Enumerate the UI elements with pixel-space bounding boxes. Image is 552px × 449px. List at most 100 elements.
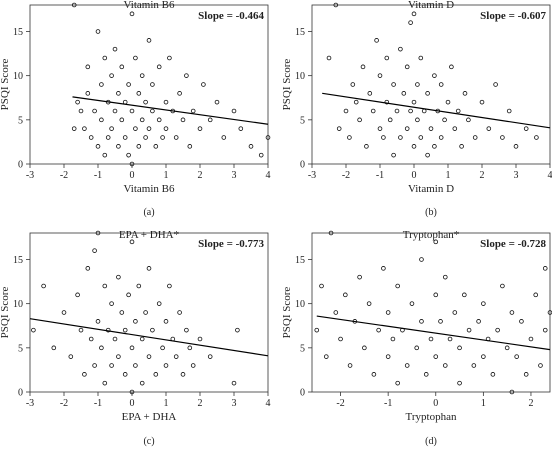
data-point — [360, 64, 366, 70]
x-tick-label: 4 — [548, 170, 552, 181]
data-point — [133, 126, 138, 131]
data-point — [136, 283, 142, 289]
data-point — [328, 230, 334, 236]
slope-label: Slope = -0.773 — [198, 238, 264, 250]
panel-c: EPA + DHA* Slope = -0.773 -3 -2 -1 0 1 2 3 4 0 5 10 1… — [0, 229, 271, 447]
data-point — [180, 117, 186, 123]
data-point — [133, 363, 138, 368]
y-tick-label: 0 — [18, 388, 23, 399]
data-point — [92, 108, 97, 114]
x-tick-label: 1 — [164, 398, 169, 409]
x-tick-label: 2 — [480, 170, 485, 181]
data-point — [495, 327, 500, 333]
data-point — [129, 161, 135, 167]
data-point — [116, 144, 121, 149]
data-point — [238, 126, 244, 131]
data-point — [357, 274, 362, 280]
data-point — [197, 126, 203, 131]
data-point — [493, 82, 498, 87]
data-point — [156, 301, 162, 306]
data-point — [398, 46, 403, 52]
x-tick-label: 0 — [412, 170, 417, 181]
data-point — [177, 91, 182, 96]
data-point — [411, 144, 417, 149]
data-point — [139, 73, 145, 78]
data-point — [338, 336, 343, 342]
y-tick-label: 0 — [18, 160, 23, 171]
data-point — [319, 283, 324, 289]
data-point — [184, 73, 189, 78]
data-point — [119, 310, 125, 315]
panel-label: (a) — [143, 207, 154, 218]
data-point — [408, 108, 413, 114]
data-point — [471, 363, 477, 368]
y-tick-label: 5 — [300, 343, 305, 354]
x-tick-label: -2 — [336, 398, 344, 409]
data-point — [139, 336, 145, 342]
data-point — [95, 144, 101, 149]
data-point — [126, 82, 131, 87]
data-point — [201, 82, 206, 87]
data-point — [41, 283, 46, 289]
data-point — [415, 82, 420, 87]
x-tick-label: 3 — [514, 170, 519, 181]
x-tick-label: -3 — [26, 170, 34, 181]
data-point — [364, 144, 369, 149]
data-point — [146, 354, 152, 359]
data-point — [146, 38, 152, 43]
data-point — [136, 144, 142, 149]
data-point — [163, 319, 169, 324]
data-point — [167, 55, 172, 61]
data-point — [143, 310, 148, 315]
slope-label: Slope = -0.728 — [480, 238, 546, 250]
y-axis-label: PSQI Score — [0, 59, 11, 111]
data-point — [385, 354, 391, 359]
y-tick-label: 10 — [13, 71, 23, 82]
data-point — [163, 99, 169, 105]
y-tick-label: 0 — [300, 160, 305, 171]
data-point — [187, 144, 193, 149]
data-point — [156, 117, 162, 123]
chart-title: Tryptophan* — [403, 229, 459, 241]
data-point — [102, 55, 108, 61]
data-point — [414, 345, 420, 351]
panel-d: Tryptophan* Slope = -0.728 -2 -1 0 1 2 0 5 10 15 Tr… — [281, 229, 552, 447]
data-point — [442, 274, 448, 280]
data-point — [418, 135, 424, 140]
data-point — [119, 117, 125, 123]
y-tick-label: 10 — [295, 71, 305, 82]
data-point — [462, 292, 467, 298]
data-point — [343, 108, 349, 114]
data-point — [411, 99, 417, 105]
data-point — [129, 108, 135, 114]
data-point — [433, 354, 439, 359]
data-point — [150, 82, 155, 87]
data-point — [187, 345, 193, 351]
data-point — [466, 327, 472, 333]
data-point — [75, 292, 80, 298]
data-point — [265, 135, 271, 140]
regression-line — [322, 92, 551, 129]
data-point — [78, 327, 84, 333]
data-point — [102, 152, 108, 158]
data-point — [122, 135, 128, 140]
data-point — [102, 380, 108, 386]
data-point — [258, 152, 264, 158]
data-point — [160, 345, 165, 351]
data-point — [133, 55, 138, 61]
panel-label: (d) — [425, 436, 437, 447]
y-tick-label: 15 — [295, 255, 305, 266]
data-point — [509, 310, 515, 315]
data-point — [425, 152, 430, 158]
data-point — [459, 144, 464, 149]
data-point — [479, 99, 485, 105]
panel-a: Vitamin B6 Slope = -0.464 -3 -2 -1 0 1 2 3 4 0 5 10 1… — [0, 0, 271, 218]
panel-label: (b) — [425, 207, 437, 218]
data-point — [31, 327, 36, 333]
x-tick-label: -3 — [308, 170, 316, 181]
data-point — [419, 257, 424, 262]
x-tick-label: 2 — [198, 398, 203, 409]
data-point — [343, 292, 348, 298]
data-point — [82, 372, 87, 377]
